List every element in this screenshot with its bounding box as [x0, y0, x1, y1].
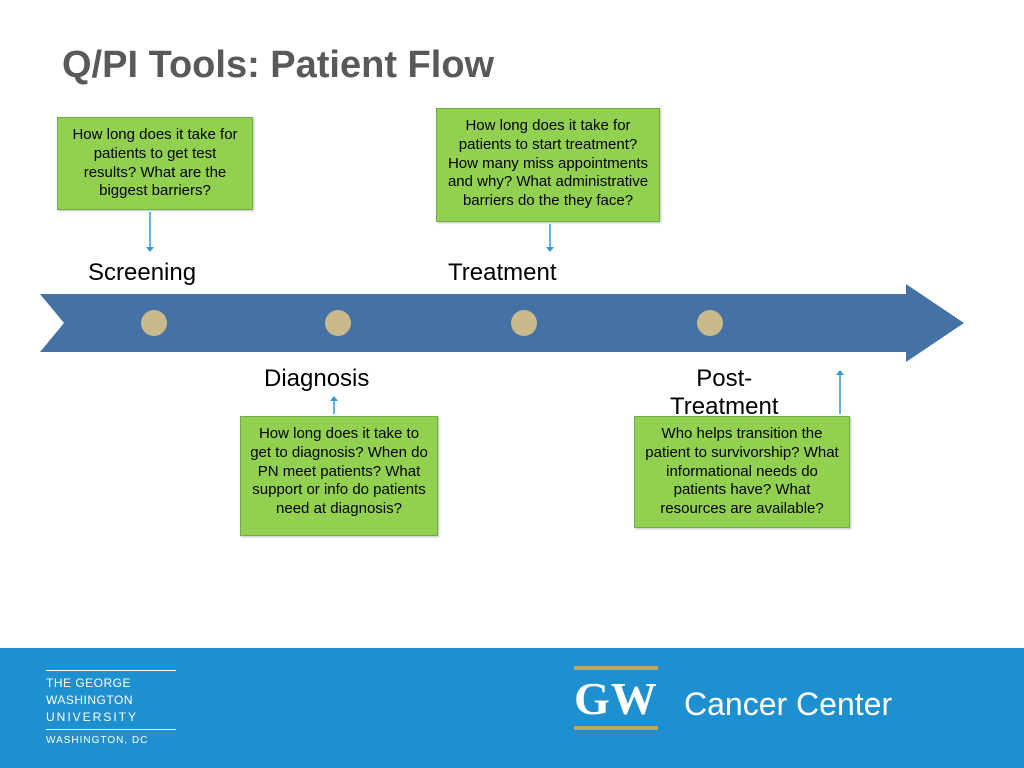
university-wordmark: THE GEORGE WASHINGTON UNIVERSITY WASHING… — [46, 666, 176, 748]
university-line1: THE GEORGE — [46, 675, 176, 692]
connector-arrow-icon — [544, 224, 556, 254]
stage-label-treatment: Treatment — [448, 259, 556, 287]
stage-label-posttreatment: Post-Treatment — [670, 365, 778, 421]
slide: Q/PI Tools: Patient Flow How long does i… — [0, 0, 1024, 768]
stage-label-screening: Screening — [88, 259, 196, 287]
connector-arrow-icon — [144, 212, 156, 254]
gw-logo-text: GW — [574, 672, 658, 725]
callout-posttreatment: Who helps transition the patient to surv… — [634, 416, 850, 528]
connector-arrow-icon — [834, 370, 846, 416]
connector-arrow-icon — [328, 396, 340, 416]
gw-logo: GW — [574, 672, 658, 732]
university-line2: WASHINGTON — [46, 692, 176, 709]
slide-title: Q/PI Tools: Patient Flow — [62, 44, 494, 87]
university-line3: UNIVERSITY — [46, 709, 176, 726]
university-line4: WASHINGTON, DC — [46, 734, 176, 748]
callout-screening: How long does it take for patients to ge… — [57, 117, 253, 210]
timeline-arrow — [40, 284, 964, 362]
callout-diagnosis: How long does it take to get to diagnosi… — [240, 416, 438, 536]
stage-label-diagnosis: Diagnosis — [264, 365, 369, 393]
footer-band: THE GEORGE WASHINGTON UNIVERSITY WASHING… — [0, 648, 1024, 768]
cancer-center-text: Cancer Center — [684, 686, 892, 723]
callout-treatment: How long does it take for patients to st… — [436, 108, 660, 222]
